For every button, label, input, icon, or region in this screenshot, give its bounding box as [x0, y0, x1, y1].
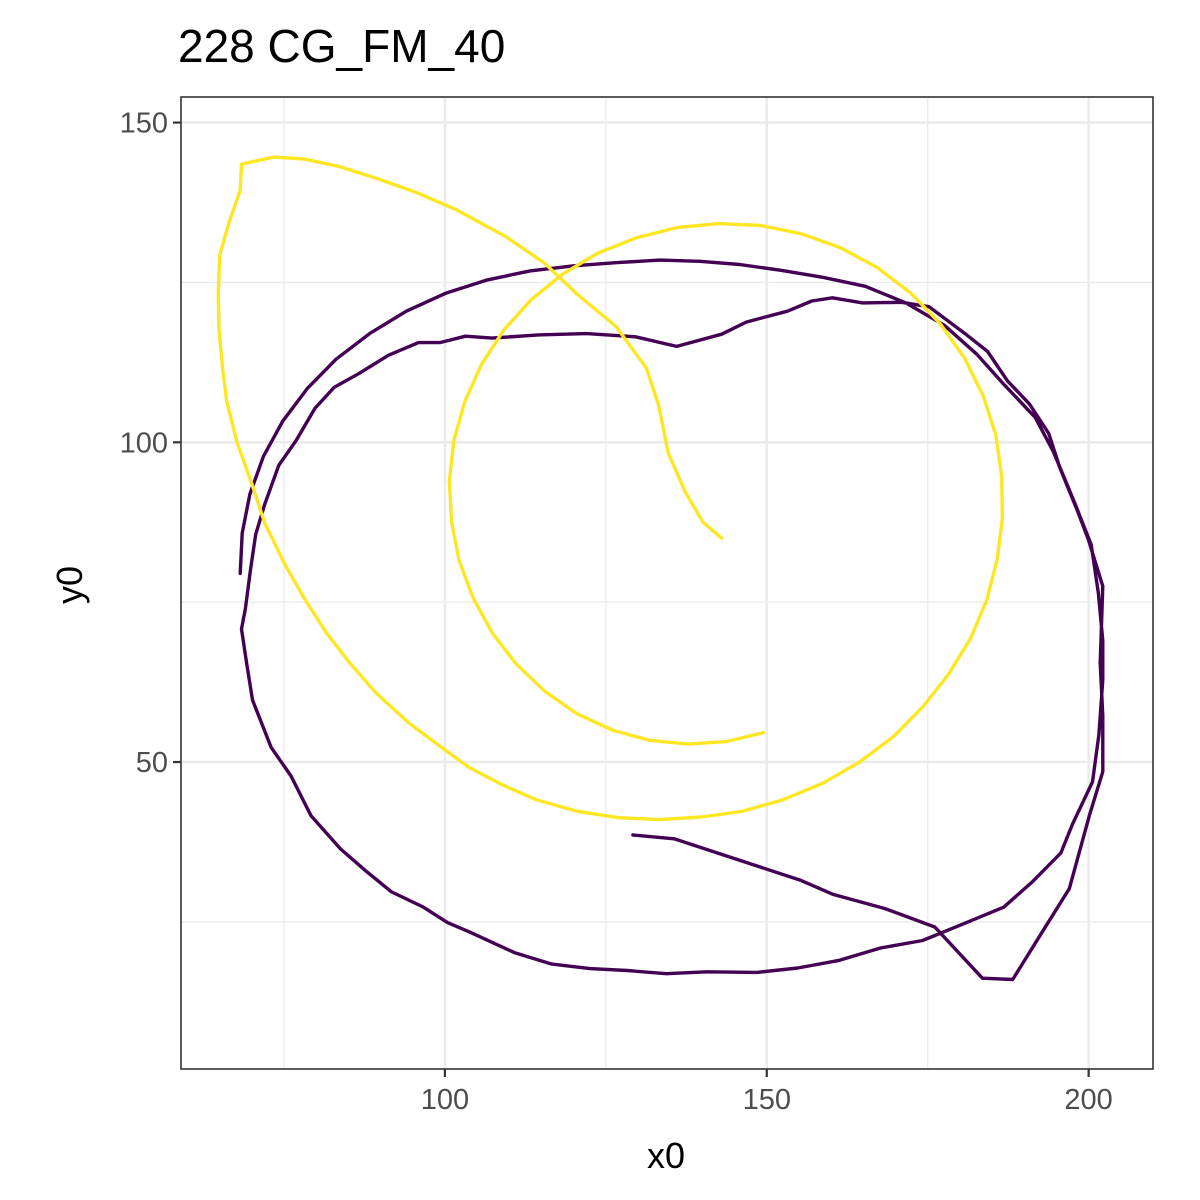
- y-tick-label: 50: [136, 747, 168, 779]
- series-layer: [216, 155, 1105, 982]
- chart-title: 228 CG_FM_40: [178, 20, 505, 72]
- series-2: [216, 155, 1005, 822]
- x-tick-label: 200: [1064, 1084, 1112, 1116]
- x-axis-title: x0: [647, 1135, 685, 1176]
- panel-background: [181, 97, 1153, 1069]
- y-axis-title: y0: [49, 566, 90, 604]
- y-tick-label: 150: [120, 108, 168, 140]
- x-axis: 100 150 200: [421, 1069, 1113, 1116]
- series-1-track: [238, 258, 1105, 982]
- y-tick-label: 100: [120, 427, 168, 459]
- x-tick-label: 150: [743, 1084, 791, 1116]
- minor-gridlines: [181, 97, 1153, 1069]
- y-axis: 50 100 150: [120, 108, 181, 779]
- series-2-track: [216, 155, 1005, 822]
- plot-panel: [180, 96, 1154, 1070]
- x-tick-label: 100: [421, 1084, 469, 1116]
- panel-border: [180, 96, 1154, 1070]
- series-1: [238, 258, 1105, 982]
